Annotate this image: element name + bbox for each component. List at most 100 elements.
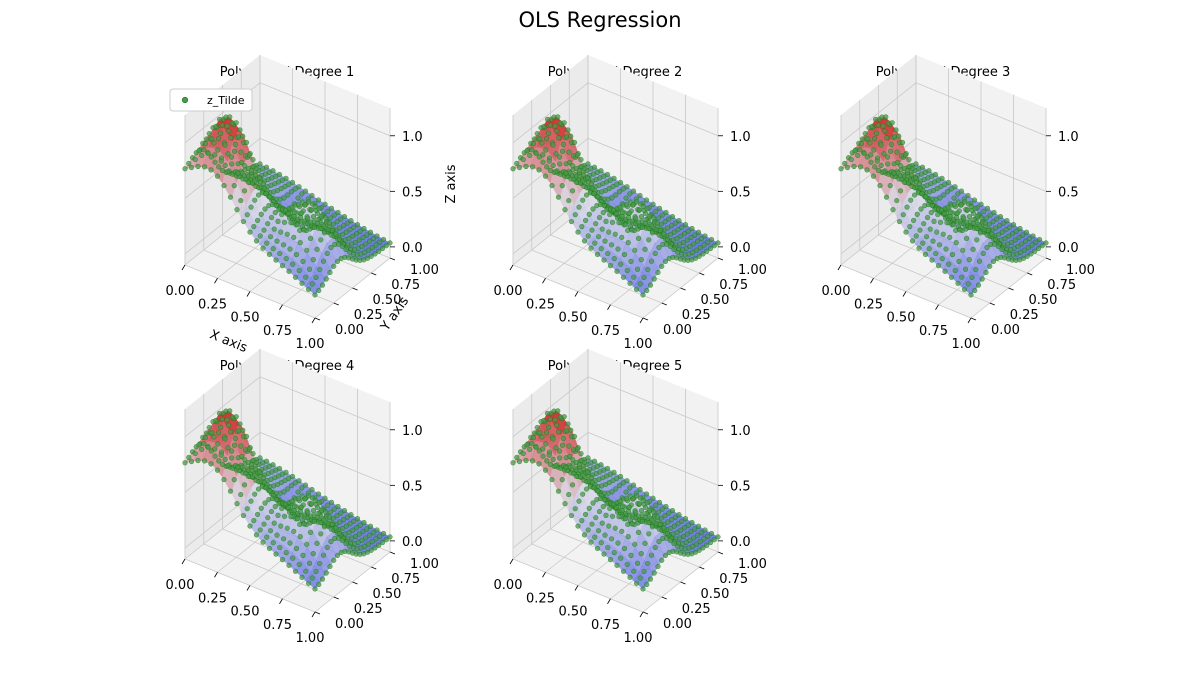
scatter-point [838,166,844,172]
scatter-point [883,114,889,120]
scatter-point [380,236,387,243]
x-tick-label: 0.50 [231,311,260,326]
y-tick [699,566,705,570]
scatter-point [983,215,990,221]
scatter-point [601,202,607,209]
scatter-point [325,208,331,214]
z-tick-label: 0.0 [402,241,423,256]
scatter-point [616,483,623,489]
x-tick [509,558,514,565]
y-tick [661,596,667,600]
scatter-point [318,531,324,537]
scatter-point [592,534,598,540]
scatter-point [1015,243,1021,249]
scatter-point [989,231,995,237]
scatter-point [215,441,221,447]
scatter-point [313,568,319,575]
scatter-point [305,580,312,586]
scatter-point [705,533,711,539]
scatter-point [254,459,260,465]
scatter-point [625,534,631,540]
scatter-point [559,148,566,154]
scatter-point [611,255,617,262]
x-tick-label: 1.00 [952,337,981,352]
scatter-point [916,181,922,187]
scatter-point [871,147,877,153]
scatter-point [341,507,348,514]
scatter-point [298,210,304,216]
scatter-point [340,517,347,523]
scatter-point [360,234,366,241]
scatter-point [251,518,257,524]
scatter-point [285,192,291,198]
scatter-point [199,446,205,453]
scatter-point [611,175,617,181]
scatter-point [206,130,212,137]
scatter-point [315,197,322,203]
scatter-point [623,496,630,502]
scatter-point [264,240,270,246]
scatter-point [335,503,341,510]
y-tick [680,581,686,585]
scatter-point [946,261,952,267]
scatter-point [1020,232,1026,238]
scatter-point [890,207,896,213]
scatter-point [698,236,704,242]
scatter-point [292,186,298,192]
x-tick-label: 0.75 [263,618,292,633]
scatter-point [224,123,230,129]
scatter-point [1033,239,1039,245]
scatter-point [629,227,635,233]
scatter-point [661,231,667,237]
scatter-point [550,142,556,148]
scatter-point [671,229,677,235]
scatter-point [620,480,626,486]
scatter-point [298,504,304,510]
scatter-point [308,207,315,213]
scatter-point [296,267,302,274]
scatter-point [240,427,246,433]
scatter-point [260,475,266,481]
scatter-point [596,214,603,221]
scatter-point [227,114,233,120]
z-tick-label: 1.0 [402,424,423,439]
scatter-point [1000,220,1006,226]
scatter-point [920,240,926,246]
scatter-point [296,478,302,484]
scatter-point [900,212,906,218]
scatter-point [361,519,367,526]
x-tick [542,572,546,578]
scatter-point [312,586,318,592]
scatter-point [341,213,348,220]
scatter-point [188,458,195,465]
scatter-point [543,430,550,436]
scatter-point [557,455,563,461]
scatter-point [359,537,365,543]
scatter-point [225,445,231,451]
x-tick [607,304,611,310]
x-tick-label: 0.50 [559,605,588,620]
scatter-point [626,210,632,216]
scatter-point [351,224,357,230]
scatter-point [611,469,617,475]
scatter-point [1013,228,1019,234]
scatter-point [240,512,247,519]
scatter-point [623,489,629,495]
scatter-point [881,151,887,157]
scatter-point [690,543,696,549]
scatter-point [263,458,270,464]
scatter-point [614,268,620,274]
scatter-point [685,228,691,234]
scatter-point [598,540,604,546]
scatter-point [336,236,343,242]
scatter-point [244,506,250,512]
scatter-point [929,257,935,263]
scatter-point [233,120,239,126]
scatter-point [674,529,680,535]
scatter-point [599,520,605,526]
x-tick [181,558,186,565]
scatter-point [316,500,322,506]
scatter-point [690,249,696,255]
scatter-point [653,502,659,508]
scatter-point [182,166,188,172]
